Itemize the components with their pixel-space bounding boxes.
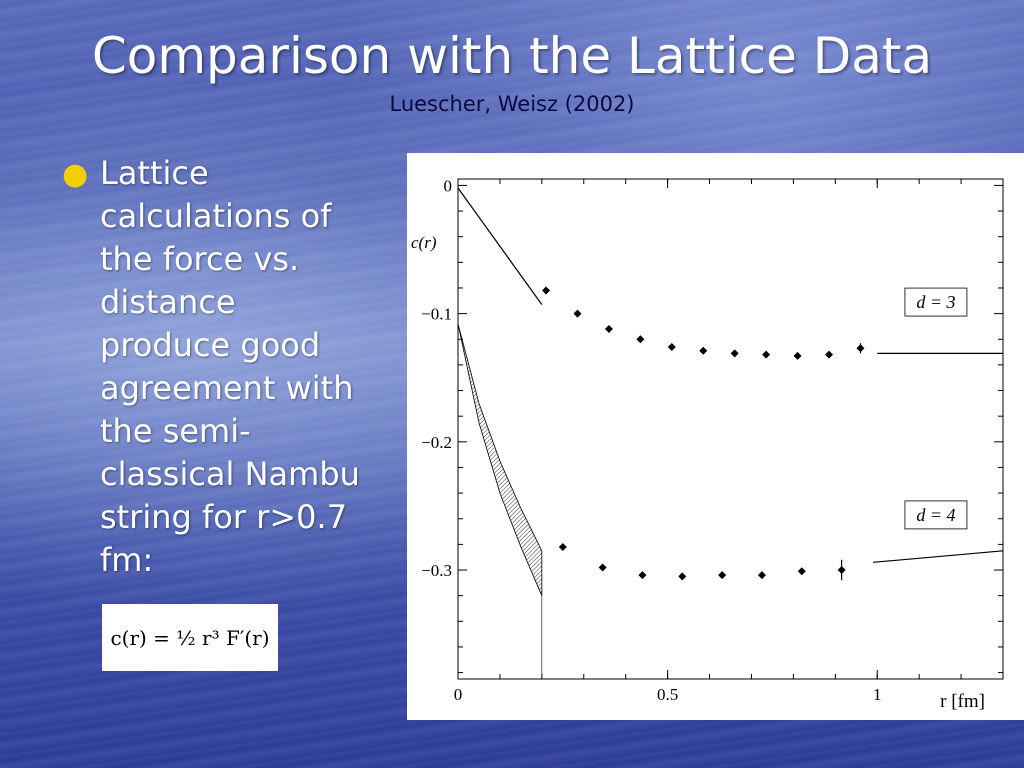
d4-label: d = 4 bbox=[916, 505, 955, 525]
d4-point bbox=[797, 567, 806, 576]
x-tick-label: 0.5 bbox=[657, 685, 678, 704]
d4-label-box bbox=[904, 500, 968, 530]
d3-point bbox=[573, 309, 582, 318]
formula-box: c(r) = ½ r³ F′(r) bbox=[102, 604, 278, 671]
axis-ticks bbox=[457, 179, 1003, 679]
d3-short-curve bbox=[457, 187, 543, 305]
d3-point bbox=[542, 286, 551, 295]
d3-point bbox=[730, 349, 739, 358]
plot-frame bbox=[457, 178, 1004, 680]
d3-label: d = 3 bbox=[916, 292, 955, 312]
d3-point bbox=[762, 350, 771, 359]
series-layer bbox=[457, 187, 1004, 679]
d3-point bbox=[636, 335, 645, 344]
lattice-chart: 0 0.5 1 0 −0.1 −0.2 −0.3 c(r) r [fm] d = 3 d = 4 bbox=[411, 176, 1004, 712]
x-axis-label: r [fm] bbox=[940, 691, 985, 712]
chart-panel: 0 0.5 1 0 −0.1 −0.2 −0.3 c(r) r [fm] d = 3 d = 4 bbox=[407, 153, 1024, 720]
x-tick-label: 0 bbox=[454, 685, 463, 704]
d4-point bbox=[678, 572, 687, 581]
d4-long-curve bbox=[872, 550, 1004, 563]
d3-point bbox=[604, 325, 613, 333]
d4-point bbox=[598, 563, 607, 572]
d3-point bbox=[699, 346, 708, 355]
slide-subtitle: Luescher, Weisz (2002) bbox=[389, 92, 635, 116]
d4-band bbox=[457, 323, 543, 596]
label-layer: 0 0.5 1 0 −0.1 −0.2 −0.3 c(r) r [fm] d = 3 d = 4 bbox=[411, 176, 985, 712]
d4-point bbox=[718, 571, 727, 580]
y-tick-label: −0.1 bbox=[421, 305, 452, 324]
y-tick-label: −0.3 bbox=[421, 561, 452, 580]
slide-title: Comparison with the Lattice Data bbox=[91, 27, 933, 85]
d3-point bbox=[825, 350, 834, 359]
d3-point bbox=[793, 351, 802, 360]
bullet-dot-icon: ● bbox=[62, 157, 89, 192]
y-tick-label: 0 bbox=[444, 176, 453, 195]
d4-point bbox=[638, 571, 647, 580]
d3-label-box bbox=[904, 287, 968, 317]
y-tick-label: −0.2 bbox=[421, 433, 452, 452]
bullet-text: Lattice calculations of the force vs. di… bbox=[100, 154, 360, 579]
d4-point bbox=[757, 571, 766, 580]
d4-point bbox=[558, 542, 567, 551]
y-axis-label: c(r) bbox=[411, 233, 437, 252]
x-tick-label: 1 bbox=[873, 685, 882, 704]
d3-point bbox=[667, 342, 676, 351]
